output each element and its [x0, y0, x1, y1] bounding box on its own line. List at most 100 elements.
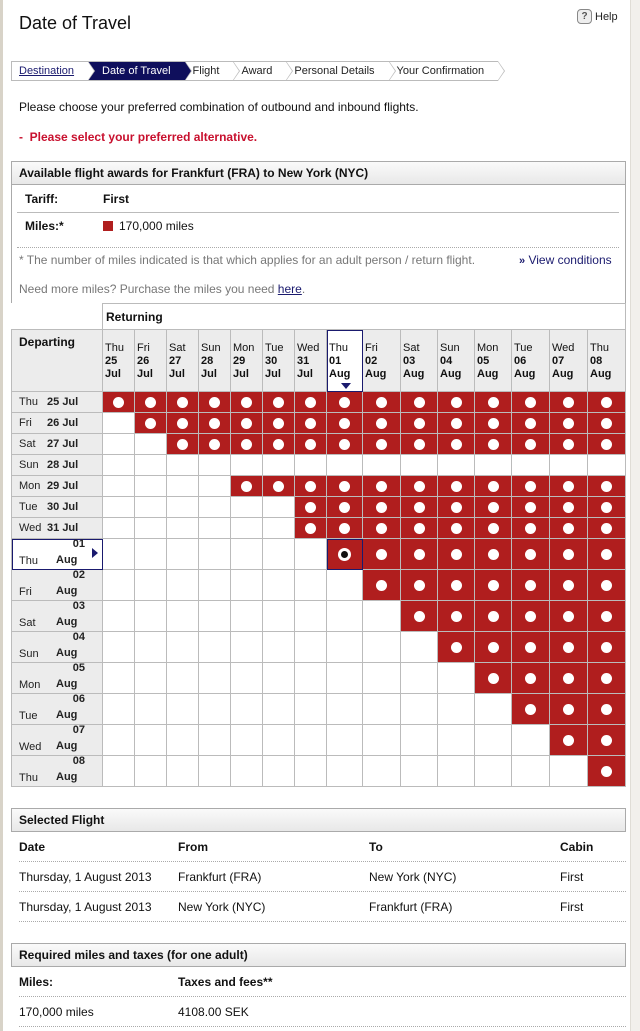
available-flight-cell[interactable] — [587, 475, 626, 497]
radio-option[interactable] — [487, 641, 499, 653]
radio-option[interactable] — [450, 579, 462, 591]
available-flight-cell[interactable] — [294, 475, 327, 497]
radio-option[interactable] — [487, 579, 499, 591]
available-flight-cell[interactable] — [437, 600, 475, 632]
departing-date-header[interactable]: Sat 03 Aug — [11, 600, 103, 632]
radio-selected[interactable] — [339, 548, 350, 560]
available-flight-cell[interactable] — [549, 569, 588, 601]
radio-option[interactable] — [339, 480, 350, 492]
radio-option[interactable] — [305, 501, 316, 513]
radio-option[interactable] — [563, 579, 574, 591]
available-flight-cell[interactable] — [362, 433, 401, 455]
returning-date-header[interactable]: Fri 26 Jul — [134, 329, 167, 392]
radio-option[interactable] — [563, 610, 574, 622]
available-flight-cell[interactable] — [400, 569, 438, 601]
available-flight-cell[interactable] — [549, 433, 588, 455]
available-flight-cell[interactable] — [362, 538, 401, 570]
radio-option[interactable] — [450, 480, 462, 492]
returning-date-header[interactable]: Tue 30 Jul — [262, 329, 295, 392]
radio-option[interactable] — [305, 522, 316, 534]
radio-option[interactable] — [487, 417, 499, 429]
available-flight-cell[interactable] — [400, 517, 438, 539]
returning-date-header[interactable]: Sun 04 Aug — [437, 329, 475, 392]
radio-option[interactable] — [563, 438, 574, 450]
radio-option[interactable] — [563, 396, 574, 408]
available-flight-cell[interactable] — [294, 433, 327, 455]
radio-option[interactable] — [413, 610, 425, 622]
available-flight-cell[interactable] — [326, 391, 363, 413]
available-flight-cell[interactable] — [166, 433, 199, 455]
available-flight-cell[interactable] — [326, 538, 363, 570]
radio-option[interactable] — [487, 438, 499, 450]
radio-option[interactable] — [525, 703, 536, 715]
returning-date-header[interactable]: Sat 03 Aug — [400, 329, 438, 392]
available-flight-cell[interactable] — [511, 391, 550, 413]
radio-option[interactable] — [273, 438, 284, 450]
radio-option[interactable] — [525, 672, 536, 684]
available-flight-cell[interactable] — [326, 475, 363, 497]
radio-option[interactable] — [145, 396, 156, 408]
radio-option[interactable] — [563, 417, 574, 429]
returning-date-header[interactable]: Thu 08 Aug — [587, 329, 626, 392]
radio-option[interactable] — [525, 417, 536, 429]
available-flight-cell[interactable] — [362, 496, 401, 518]
radio-option[interactable] — [563, 703, 574, 715]
available-flight-cell[interactable] — [474, 433, 512, 455]
radio-option[interactable] — [450, 548, 462, 560]
returning-date-header[interactable]: Wed 31 Jul — [294, 329, 327, 392]
radio-option[interactable] — [241, 417, 252, 429]
departing-date-header[interactable]: Mon 05 Aug — [11, 662, 103, 694]
radio-option[interactable] — [273, 417, 284, 429]
departing-date-header[interactable]: Fri 02 Aug — [11, 569, 103, 601]
available-flight-cell[interactable] — [474, 662, 512, 694]
radio-option[interactable] — [601, 501, 612, 513]
radio-option[interactable] — [305, 480, 316, 492]
available-flight-cell[interactable] — [400, 475, 438, 497]
radio-option[interactable] — [413, 438, 425, 450]
available-flight-cell[interactable] — [511, 517, 550, 539]
available-flight-cell[interactable] — [198, 412, 231, 434]
available-flight-cell[interactable] — [198, 391, 231, 413]
departing-date-header[interactable]: Thu 25 Jul — [11, 391, 103, 413]
available-flight-cell[interactable] — [230, 475, 263, 497]
available-flight-cell[interactable] — [549, 693, 588, 725]
available-flight-cell[interactable] — [549, 662, 588, 694]
radio-option[interactable] — [413, 480, 425, 492]
departing-date-header[interactable]: Thu 01 Aug — [11, 538, 103, 570]
available-flight-cell[interactable] — [474, 538, 512, 570]
radio-option[interactable] — [339, 522, 350, 534]
radio-option[interactable] — [273, 396, 284, 408]
radio-option[interactable] — [525, 480, 536, 492]
radio-option[interactable] — [376, 480, 387, 492]
available-flight-cell[interactable] — [474, 496, 512, 518]
available-flight-cell[interactable] — [230, 391, 263, 413]
available-flight-cell[interactable] — [437, 517, 475, 539]
available-flight-cell[interactable] — [400, 433, 438, 455]
available-flight-cell[interactable] — [587, 755, 626, 787]
radio-option[interactable] — [209, 417, 220, 429]
radio-option[interactable] — [450, 438, 462, 450]
available-flight-cell[interactable] — [198, 433, 231, 455]
returning-date-header[interactable]: Sat 27 Jul — [166, 329, 199, 392]
available-flight-cell[interactable] — [549, 724, 588, 756]
radio-option[interactable] — [376, 522, 387, 534]
radio-option[interactable] — [601, 734, 612, 746]
radio-option[interactable] — [601, 765, 612, 777]
returning-date-header[interactable]: Thu 01 Aug — [326, 329, 363, 392]
radio-option[interactable] — [450, 501, 462, 513]
available-flight-cell[interactable] — [474, 391, 512, 413]
available-flight-cell[interactable] — [400, 538, 438, 570]
departing-date-header[interactable]: Tue 30 Jul — [11, 496, 103, 518]
radio-option[interactable] — [177, 417, 188, 429]
radio-option[interactable] — [601, 417, 612, 429]
available-flight-cell[interactable] — [262, 412, 295, 434]
available-flight-cell[interactable] — [362, 391, 401, 413]
departing-date-header[interactable]: Sat 27 Jul — [11, 433, 103, 455]
returning-date-header[interactable]: Wed 07 Aug — [549, 329, 588, 392]
available-flight-cell[interactable] — [549, 412, 588, 434]
available-flight-cell[interactable] — [587, 724, 626, 756]
radio-option[interactable] — [413, 417, 425, 429]
radio-option[interactable] — [601, 438, 612, 450]
radio-option[interactable] — [450, 396, 462, 408]
radio-option[interactable] — [525, 522, 536, 534]
